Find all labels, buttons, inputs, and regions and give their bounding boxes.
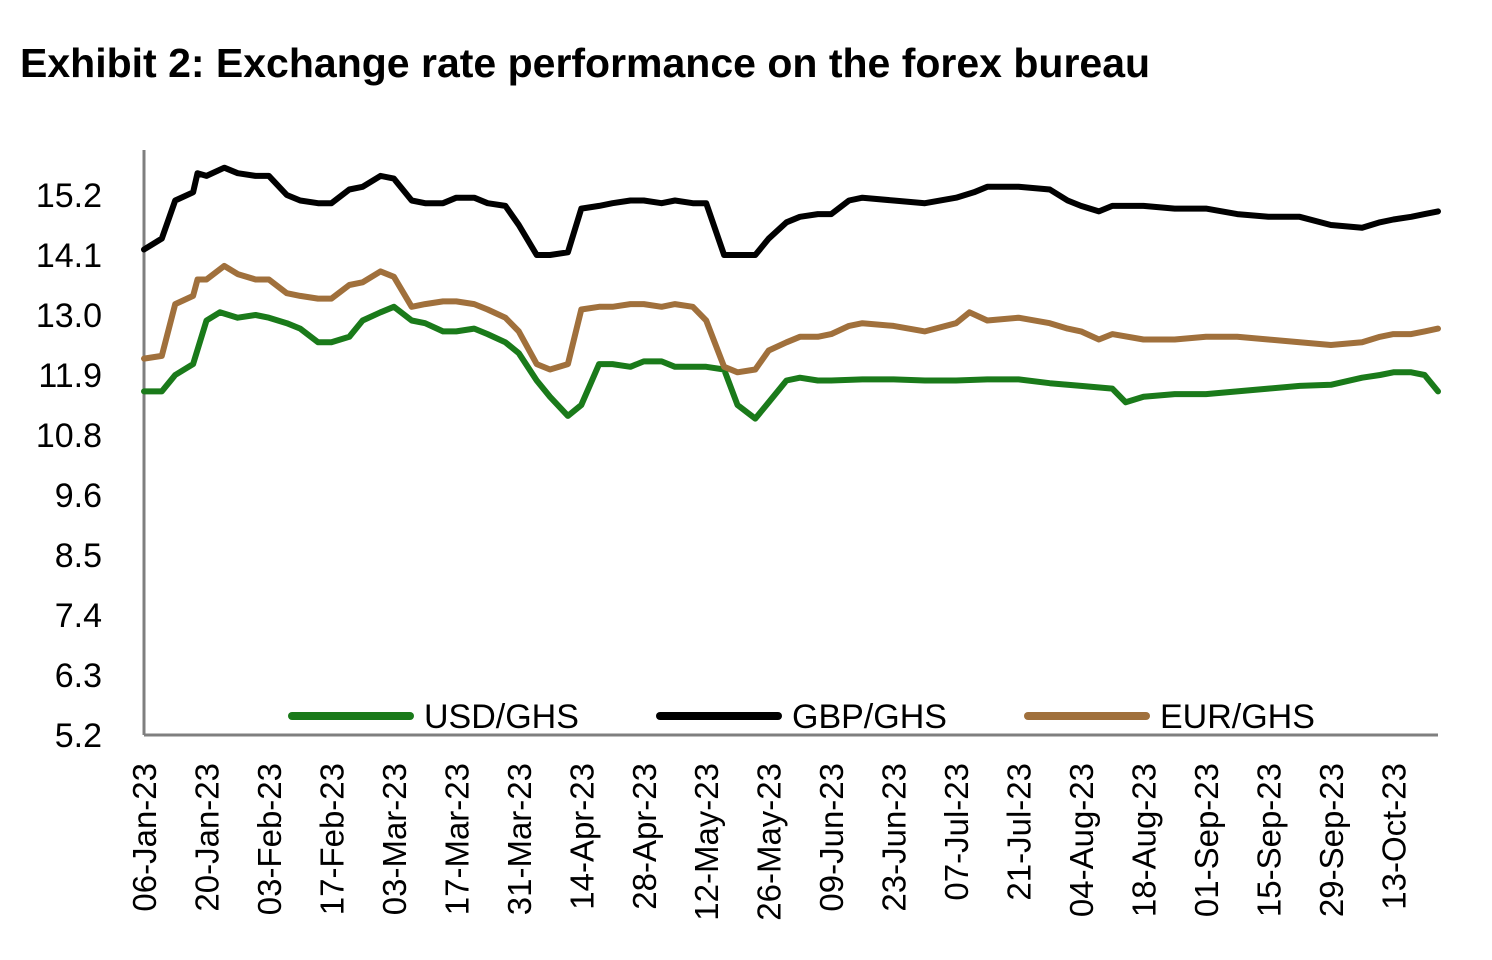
x-tick-label: 29-Sep-23 [1313, 763, 1350, 917]
series-line-usd-ghs [141, 303, 1441, 422]
legend-label: GBP/GHS [792, 698, 947, 736]
x-tick-label: 03-Mar-23 [376, 763, 413, 915]
legend-label: USD/GHS [424, 698, 579, 736]
legend-label: EUR/GHS [1160, 698, 1315, 736]
y-tick-label: 11.9 [38, 357, 102, 395]
y-tick-label: 15.2 [36, 177, 102, 215]
y-tick-label: 6.3 [55, 657, 102, 695]
chart-title: Exhibit 2: Exchange rate performance on … [20, 40, 1151, 86]
x-tick-labels: 06-Jan-23 20-Jan-23 03-Feb-23 17-Feb-23 03-M… [126, 763, 1412, 921]
x-tick-label: 17-Mar-23 [438, 763, 475, 915]
x-tick-label: 03-Feb-23 [251, 763, 288, 915]
x-tick-label: 18-Aug-23 [1126, 763, 1163, 917]
legend: USD/GHS GBP/GHS EUR/GHS [288, 698, 1315, 736]
x-tick-label: 09-Jun-23 [813, 763, 850, 912]
x-tick-label: 14-Apr-23 [563, 763, 600, 910]
x-tick-label: 15-Sep-23 [1250, 763, 1287, 917]
x-tick-label: 17-Feb-23 [313, 763, 350, 915]
y-tick-labels: 5.2 6.3 7.4 8.5 9.6 10.8 11.9 13.0 14.1 15.2 [36, 177, 102, 755]
y-tick-label: 14.1 [36, 237, 102, 275]
y-tick-label: 5.2 [55, 717, 102, 755]
series-line-gbp-ghs [141, 164, 1441, 258]
x-tick-label: 04-Aug-23 [1063, 763, 1100, 917]
x-tick-label: 01-Sep-23 [1188, 763, 1225, 917]
y-tick-label: 7.4 [55, 597, 102, 635]
y-tick-label: 13.0 [36, 297, 102, 335]
x-tick-label: 31-Mar-23 [501, 763, 538, 915]
x-tick-label: 23-Jun-23 [876, 763, 913, 912]
y-tick-label: 10.8 [36, 417, 102, 455]
x-tick-label: 28-Apr-23 [626, 763, 663, 910]
x-tick-label: 06-Jan-23 [126, 763, 163, 912]
x-tick-label: 20-Jan-23 [188, 763, 225, 912]
x-tick-label: 13-Oct-23 [1375, 763, 1412, 910]
x-tick-label: 12-May-23 [688, 763, 725, 921]
y-tick-label: 9.6 [55, 477, 102, 515]
series-lines [141, 164, 1441, 422]
y-tick-label: 8.5 [55, 537, 102, 575]
series-line-eur-ghs [141, 262, 1441, 376]
x-tick-label: 21-Jul-23 [1001, 763, 1038, 901]
x-tick-label: 07-Jul-23 [938, 763, 975, 901]
x-tick-label: 26-May-23 [751, 763, 788, 921]
